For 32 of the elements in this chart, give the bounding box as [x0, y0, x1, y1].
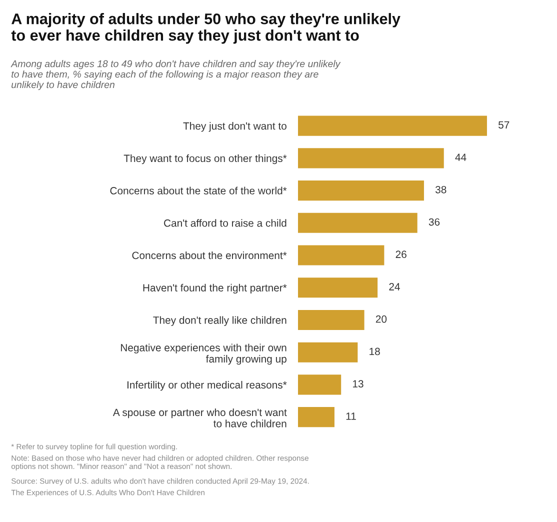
data-label: 20: [376, 315, 387, 323]
y-tick-label: Can't afford to raise a child: [164, 219, 286, 227]
y-tick-label: They don't really like children: [153, 316, 286, 326]
bar: [298, 342, 358, 362]
bar: [298, 148, 444, 168]
data-label: 18: [370, 348, 380, 356]
bar: [298, 212, 418, 233]
bar: [298, 374, 342, 395]
data-label: 11: [346, 412, 356, 420]
y-tick-label: Negative experiences with their own family growing up: [120, 344, 286, 365]
data-label: 38: [435, 186, 446, 194]
y-tick-label: They just don't want to: [183, 122, 286, 132]
y-tick-label: They want to focus on other things*: [124, 154, 287, 164]
bar: [298, 407, 334, 428]
data-label: 57: [498, 121, 510, 129]
bar: [298, 278, 378, 298]
bar: [298, 116, 487, 136]
data-label: 13: [353, 380, 364, 388]
y-tick-label: Concerns about the environment*: [132, 251, 287, 260]
y-tick-label: Haven't found the right partner*: [143, 284, 287, 294]
bar: [298, 180, 424, 201]
bar: [298, 310, 364, 330]
y-tick-label: A spouse or partner who doesn't want to have children: [112, 408, 287, 428]
text: Among adults ages 18 to 49 who don't have children and say they're unlikely to have them, % saying each of the following is a major reason they are unlikely to have children: [10, 60, 341, 90]
y-tick-label: Infertility or other medical reasons*: [127, 380, 287, 391]
bar: [298, 245, 384, 266]
chart-title: A majority of adults under 50 who say they're unlikely to ever have children say they just don't want to: [11, 13, 400, 44]
data-label: 44: [455, 154, 466, 161]
data-label: 24: [389, 283, 400, 290]
data-label: 36: [428, 218, 440, 226]
data-label: 26: [396, 250, 406, 258]
y-tick-label: Concerns about the state of the world*: [110, 186, 287, 194]
